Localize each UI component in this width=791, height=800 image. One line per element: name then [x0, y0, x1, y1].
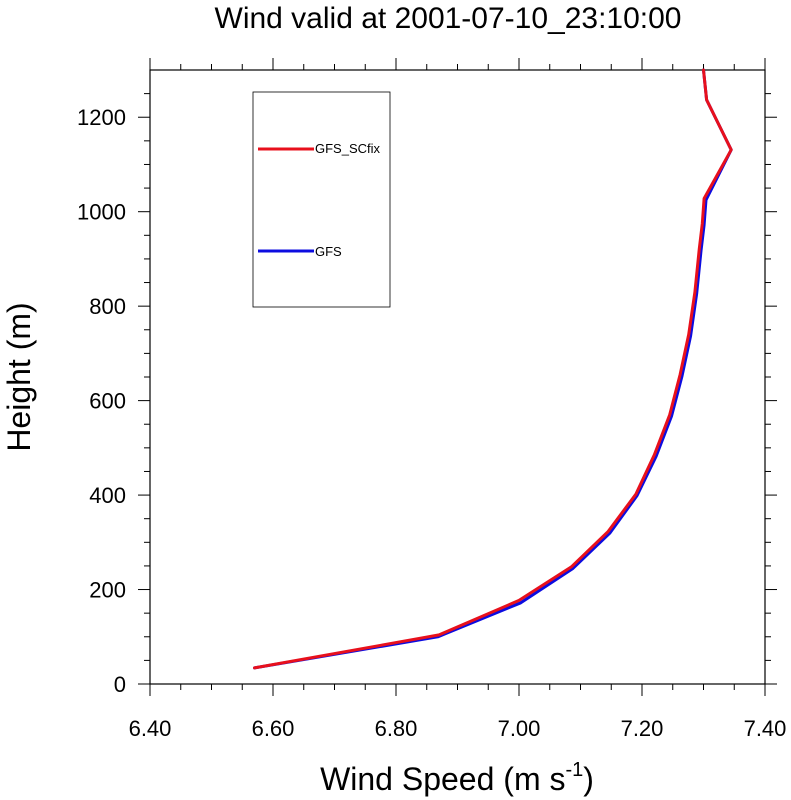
x-tick-label: 6.60: [252, 716, 295, 741]
x-tick-labels: 6.40 6.60 6.80 7.00 7.20 7.40: [129, 716, 787, 741]
legend-label-gfs: GFS: [315, 244, 342, 259]
y-tick-label: 200: [89, 578, 126, 603]
legend-label-gfs-scfix: GFS_SCfix: [315, 141, 381, 156]
x-axis-title-superscript: -1: [565, 759, 583, 781]
legend: GFS_SCfix GFS: [252, 91, 391, 308]
axis-ticks: [138, 58, 777, 696]
x-axis-title-close: ): [583, 761, 594, 797]
chart-title: Wind valid at 2001-07-10_23:10:00: [215, 2, 682, 35]
x-tick-label: 6.80: [375, 716, 418, 741]
legend-box: [252, 91, 391, 308]
series-line-gfs: [253, 68, 733, 670]
y-tick-labels: 0 200 400 600 800 1000 1200: [77, 105, 126, 697]
series-line-gfs-scfix: [253, 68, 733, 670]
y-tick-label: 600: [89, 389, 126, 414]
y-tick-label: 800: [89, 294, 126, 319]
x-tick-label: 7.40: [744, 716, 787, 741]
x-axis-title-main: Wind Speed (m s: [320, 761, 565, 797]
x-axis-title: Wind Speed (m s-1): [320, 759, 594, 797]
y-tick-label: 0: [114, 672, 126, 697]
y-tick-label: 1200: [77, 105, 126, 130]
y-tick-label: 400: [89, 483, 126, 508]
x-tick-label: 7.00: [498, 716, 541, 741]
plot-frame: [149, 69, 766, 685]
x-tick-label: 6.40: [129, 716, 172, 741]
y-tick-label: 1000: [77, 200, 126, 225]
series-layer: [253, 68, 733, 670]
x-tick-label: 7.20: [621, 716, 664, 741]
y-axis-title: Height (m): [1, 302, 37, 451]
